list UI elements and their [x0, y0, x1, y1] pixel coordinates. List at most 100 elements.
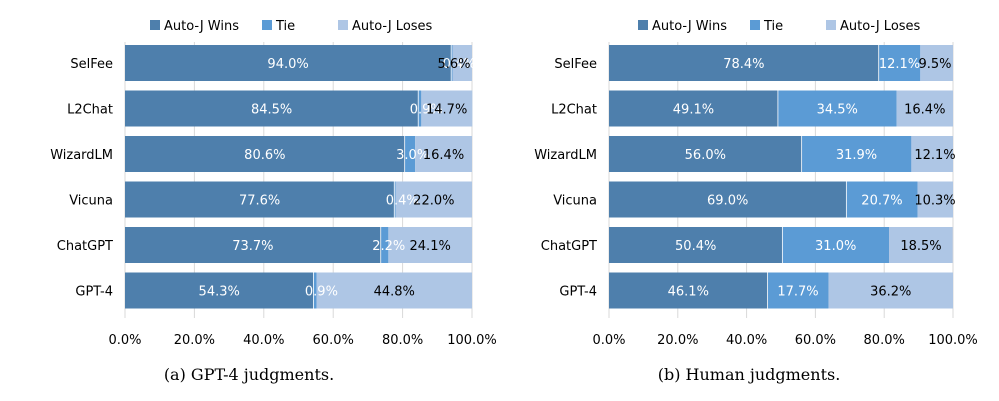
bar-segment-tie: [878, 45, 921, 81]
bar-segment-wins: [125, 90, 419, 127]
data-label-loses: 12.1%: [914, 148, 955, 163]
bar-segment-tie: [801, 136, 912, 172]
chart-panel-b: Auto-J Wins Tie Auto-J Loses SelFee 78.4% 12.…: [534, 19, 978, 384]
data-label-loses: 5.6%: [437, 57, 470, 72]
legend-swatch: [262, 20, 272, 30]
category-label: GPT-4: [559, 285, 597, 300]
data-label-wins: 94.0%: [267, 57, 308, 72]
legend-item-wins: Auto-J Wins: [638, 19, 727, 34]
data-label-wins: 50.4%: [675, 239, 716, 254]
data-label-tie: 3.0%: [396, 148, 429, 163]
legend-label: Auto-J Wins: [652, 19, 727, 34]
data-label-loses: 18.5%: [900, 239, 941, 254]
bar-segment-loses: [395, 181, 472, 218]
bar-segment-tie: [767, 272, 829, 309]
x-tick-label: 20.0%: [657, 333, 698, 348]
legend-label: Auto-J Loses: [840, 19, 921, 34]
category-label: SelFee: [554, 57, 597, 72]
bar-segment-wins: [125, 181, 395, 218]
bar-segment-wins: [609, 136, 802, 172]
data-label-loses: 22.0%: [413, 194, 454, 209]
bar-segment-tie: [380, 227, 389, 263]
category-label: Vicuna: [69, 194, 113, 209]
legend-label: Tie: [275, 19, 295, 34]
bar-segment-loses: [920, 45, 953, 81]
data-label-loses: 10.3%: [914, 194, 955, 209]
data-label-tie: 2.2%: [372, 239, 405, 254]
bar-segment-loses: [421, 90, 473, 127]
bar-segment-loses: [316, 272, 472, 309]
legend-label: Tie: [763, 19, 783, 34]
bar-segment-wins: [125, 136, 405, 172]
data-label-wins: 69.0%: [707, 194, 748, 209]
data-label-wins: 54.3%: [199, 285, 240, 300]
data-label-loses: 16.4%: [423, 148, 464, 163]
x-tick-label: 100.0%: [447, 333, 497, 348]
legend-swatch: [826, 20, 836, 30]
legend-item-tie: Tie: [262, 19, 295, 34]
chart-panel-a: Auto-J Wins Tie Auto-J Loses SelFee 94.0% 0.4…: [50, 19, 497, 384]
category-label: WizardLM: [534, 148, 597, 163]
data-label-tie: 20.7%: [861, 194, 902, 209]
bar-segment-tie: [418, 90, 422, 127]
category-label: ChatGPT: [541, 239, 597, 254]
bar-segment-wins: [609, 181, 847, 218]
bar-segment-loses: [415, 136, 472, 172]
bar-segment-loses: [911, 136, 953, 172]
data-label-tie: 0.4%: [443, 57, 476, 72]
bar-segment-wins: [609, 272, 768, 309]
x-tick-label: 40.0%: [726, 333, 767, 348]
x-tick-label: 100.0%: [928, 333, 978, 348]
bar-segment-loses: [889, 227, 953, 263]
data-label-loses: 44.8%: [374, 285, 415, 300]
data-label-loses: 16.4%: [904, 103, 945, 118]
category-label: WizardLM: [50, 148, 113, 163]
bar-segment-wins: [609, 90, 778, 127]
data-label-wins: 73.7%: [232, 239, 273, 254]
bar-segment-loses: [452, 45, 472, 81]
data-label-tie: 12.1%: [879, 57, 920, 72]
bar-segment-tie: [846, 181, 918, 218]
bar-segment-tie: [782, 227, 890, 263]
bar-segment-loses: [388, 227, 472, 263]
x-tick-label: 60.0%: [795, 333, 836, 348]
legend-swatch: [638, 20, 648, 30]
legend-item-wins: Auto-J Wins: [150, 19, 239, 34]
data-label-wins: 46.1%: [668, 285, 709, 300]
legend-swatch: [338, 20, 348, 30]
bar-segment-loses: [828, 272, 953, 309]
x-tick-label: 20.0%: [174, 333, 215, 348]
legend-item-tie: Tie: [750, 19, 783, 34]
data-label-tie: 17.7%: [777, 285, 818, 300]
bar-segment-loses: [917, 181, 953, 218]
data-label-tie: 0.4%: [386, 194, 419, 209]
data-label-wins: 49.1%: [673, 103, 714, 118]
figure-caption: (b) Human judgments.: [658, 365, 841, 384]
bar-segment-wins: [125, 227, 381, 263]
bar-segment-tie: [404, 136, 416, 172]
category-label: ChatGPT: [57, 239, 113, 254]
x-tick-label: 0.0%: [108, 333, 141, 348]
bar-segment-tie: [394, 181, 396, 218]
x-tick-label: 80.0%: [864, 333, 905, 348]
bar-segment-tie: [451, 45, 453, 81]
data-label-wins: 78.4%: [723, 57, 764, 72]
bar-segment-tie: [313, 272, 317, 309]
data-label-loses: 9.5%: [918, 57, 951, 72]
data-label-tie: 0.9%: [410, 103, 443, 118]
legend-swatch: [750, 20, 760, 30]
x-tick-label: 80.0%: [382, 333, 423, 348]
legend-item-loses: Auto-J Loses: [338, 19, 433, 34]
data-label-loses: 14.7%: [426, 103, 467, 118]
category-label: SelFee: [70, 57, 113, 72]
x-tick-label: 0.0%: [592, 333, 625, 348]
data-label-wins: 56.0%: [685, 148, 726, 163]
x-tick-label: 60.0%: [313, 333, 354, 348]
category-label: L2Chat: [551, 103, 597, 118]
bar-segment-tie: [777, 90, 897, 127]
bar-segment-wins: [125, 272, 314, 309]
data-label-wins: 84.5%: [251, 103, 292, 118]
data-label-tie: 0.9%: [305, 285, 338, 300]
data-label-tie: 31.0%: [815, 239, 856, 254]
